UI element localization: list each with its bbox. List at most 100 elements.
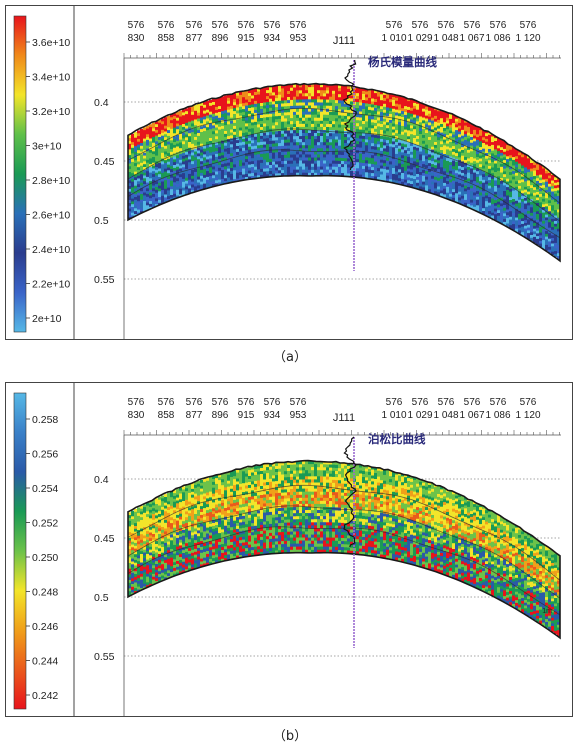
panel-b-section-body xyxy=(128,461,560,637)
colorbar-tick-label: 3.6e+10 xyxy=(32,37,70,49)
panel-b-svg: 0.258 0.256 0.254 0.252 0.250 0.248 0.246 0.244… xyxy=(13,383,561,716)
horizon-line xyxy=(128,107,560,204)
x-tick-label-top: 576 xyxy=(520,20,537,31)
y-tick-label: 0.55 xyxy=(94,274,115,286)
x-tick-label-top: 576 xyxy=(128,20,145,31)
colorbar-tick-label: 3.2e+10 xyxy=(32,106,70,118)
colorbar-tick-label: 0.256 xyxy=(32,449,58,461)
y-tick-label: 0.5 xyxy=(94,592,109,604)
x-tick-label-bottom: 1 120 xyxy=(515,410,540,421)
x-tick-label-top: 576 xyxy=(158,20,175,31)
panel-a-svg: 3.6e+10 3.4e+10 3.2e+10 3e+10 2.8e+10 2.6e+10… xyxy=(13,6,561,339)
colorbar-tick-label: 0.254 xyxy=(32,483,58,495)
x-tick-label-top: 576 xyxy=(490,397,507,408)
y-tick-label: 0.45 xyxy=(94,533,115,545)
x-tick-label-bottom: 858 xyxy=(158,410,175,421)
panel-b-section-outline xyxy=(127,459,561,640)
x-tick-label-top: 576 xyxy=(386,397,403,408)
x-tick-label-bottom: 1 086 xyxy=(485,33,510,44)
x-tick-label-bottom: 1 086 xyxy=(485,410,510,421)
colorbar-tick-label: 3e+10 xyxy=(32,141,62,153)
colorbar-tick-label: 0.250 xyxy=(32,552,58,564)
x-tick-label-bottom: 1 048 xyxy=(433,410,458,421)
panel-a-section-body xyxy=(128,84,560,260)
x-tick-label-bottom: 830 xyxy=(128,33,145,44)
x-tick-label-bottom: 877 xyxy=(186,33,203,44)
x-tick-label-bottom: 934 xyxy=(264,33,281,44)
x-tick-label-top: 576 xyxy=(212,20,229,31)
x-tick-label-bottom: 1 029 xyxy=(407,33,432,44)
colorbar-tick-label: 2.4e+10 xyxy=(32,244,70,256)
x-tick-label-top: 576 xyxy=(238,20,255,31)
panel-a-section-outline xyxy=(127,82,561,263)
colorbar-tick-label: 0.244 xyxy=(32,656,58,668)
scale-annotation: 1m xyxy=(542,608,552,615)
x-tick-label-top: 576 xyxy=(520,397,537,408)
colorbar-tick-label: 0.246 xyxy=(32,621,58,633)
y-tick-label: 0.55 xyxy=(94,651,115,663)
x-tick-label-top: 576 xyxy=(290,20,307,31)
x-tick-label-top: 576 xyxy=(386,20,403,31)
x-tick-label-top: 576 xyxy=(158,397,175,408)
well-curve-label: 杨氏模量曲线 xyxy=(368,55,437,69)
x-tick-label-bottom: 1 048 xyxy=(433,33,458,44)
x-tick-label-top: 576 xyxy=(186,397,203,408)
colorbar-tick-label: 0.248 xyxy=(32,587,58,599)
x-tick-label-top: 576 xyxy=(464,397,481,408)
x-tick-label-top: 576 xyxy=(186,20,203,31)
panel-a-colorbar: 3.6e+10 3.4e+10 3.2e+10 3e+10 2.8e+10 2.6e+10… xyxy=(13,6,75,339)
x-tick-label-top: 576 xyxy=(412,20,429,31)
x-tick-label-top: 576 xyxy=(238,397,255,408)
colorbar-tick-label: 0.242 xyxy=(32,690,58,702)
x-tick-label-top: 576 xyxy=(412,397,429,408)
well-curve-label: 泊松比曲线 xyxy=(368,432,426,446)
x-tick-label-top: 576 xyxy=(212,397,229,408)
x-tick-label-top: 576 xyxy=(438,20,455,31)
y-tick-label: 0.5 xyxy=(94,215,109,227)
x-tick-label-top: 576 xyxy=(264,397,281,408)
x-tick-label-bottom: 858 xyxy=(158,33,175,44)
x-tick-label-top: 576 xyxy=(264,20,281,31)
y-tick-label: 0.4 xyxy=(94,97,109,109)
well-label: J111 xyxy=(333,412,355,424)
panel-b-plot: 0.4 0.45 0.5 0.55 576 830 576 858 576 877 576 896 57… xyxy=(94,397,561,716)
x-tick-label-top: 576 xyxy=(464,20,481,31)
x-tick-label-bottom: 953 xyxy=(290,33,307,44)
panel-b-caption: （b） xyxy=(272,729,308,744)
x-tick-label-bottom: 915 xyxy=(238,410,255,421)
horizon-line xyxy=(128,505,560,599)
y-tick-label: 0.4 xyxy=(94,474,109,486)
panel-a-colorbar-gradient xyxy=(13,15,27,333)
x-tick-label-top: 576 xyxy=(290,397,307,408)
x-tick-label-bottom: 896 xyxy=(212,410,229,421)
colorbar-tick-label: 2.6e+10 xyxy=(32,210,70,222)
x-tick-label-bottom: 1 067 xyxy=(459,33,484,44)
colorbar-tick-label: 2e+10 xyxy=(32,313,62,325)
colorbar-tick-label: 2.8e+10 xyxy=(32,175,70,187)
x-tick-label-bottom: 896 xyxy=(212,33,229,44)
x-tick-label-top: 576 xyxy=(438,397,455,408)
x-tick-label-bottom: 934 xyxy=(264,410,281,421)
y-tick-label: 0.45 xyxy=(94,156,115,168)
horizon-line xyxy=(128,149,560,239)
x-tick-label-bottom: 953 xyxy=(290,410,307,421)
panel-a-frame: 3.6e+10 3.4e+10 3.2e+10 3e+10 2.8e+10 2.6e+10… xyxy=(5,5,573,340)
x-tick-label-bottom: 915 xyxy=(238,33,255,44)
x-tick-label-bottom: 1 010 xyxy=(381,33,406,44)
colorbar-tick-label: 0.252 xyxy=(32,518,58,530)
horizon-line xyxy=(128,128,560,222)
x-tick-label-bottom: 1 120 xyxy=(515,33,540,44)
colorbar-tick-label: 2.2e+10 xyxy=(32,279,70,291)
x-tick-label-bottom: 1 010 xyxy=(381,410,406,421)
colorbar-tick-label: 0.258 xyxy=(32,414,58,426)
panel-a-caption: （a） xyxy=(273,350,307,365)
x-tick-label-bottom: 830 xyxy=(128,410,145,421)
panel-a-plot: 0.4 0.45 0.5 0.55 576 830 576 858 576 877 576 896 57… xyxy=(94,20,561,339)
x-tick-label-bottom: 1 029 xyxy=(407,410,432,421)
well-label: J111 xyxy=(333,35,355,47)
horizon-line xyxy=(128,484,560,581)
panel-b-frame: 0.258 0.256 0.254 0.252 0.250 0.248 0.246 0.244… xyxy=(5,382,573,717)
colorbar-tick-label: 3.4e+10 xyxy=(32,72,70,84)
x-tick-label-bottom: 1 067 xyxy=(459,410,484,421)
panel-b-colorbar-gradient xyxy=(13,392,27,710)
